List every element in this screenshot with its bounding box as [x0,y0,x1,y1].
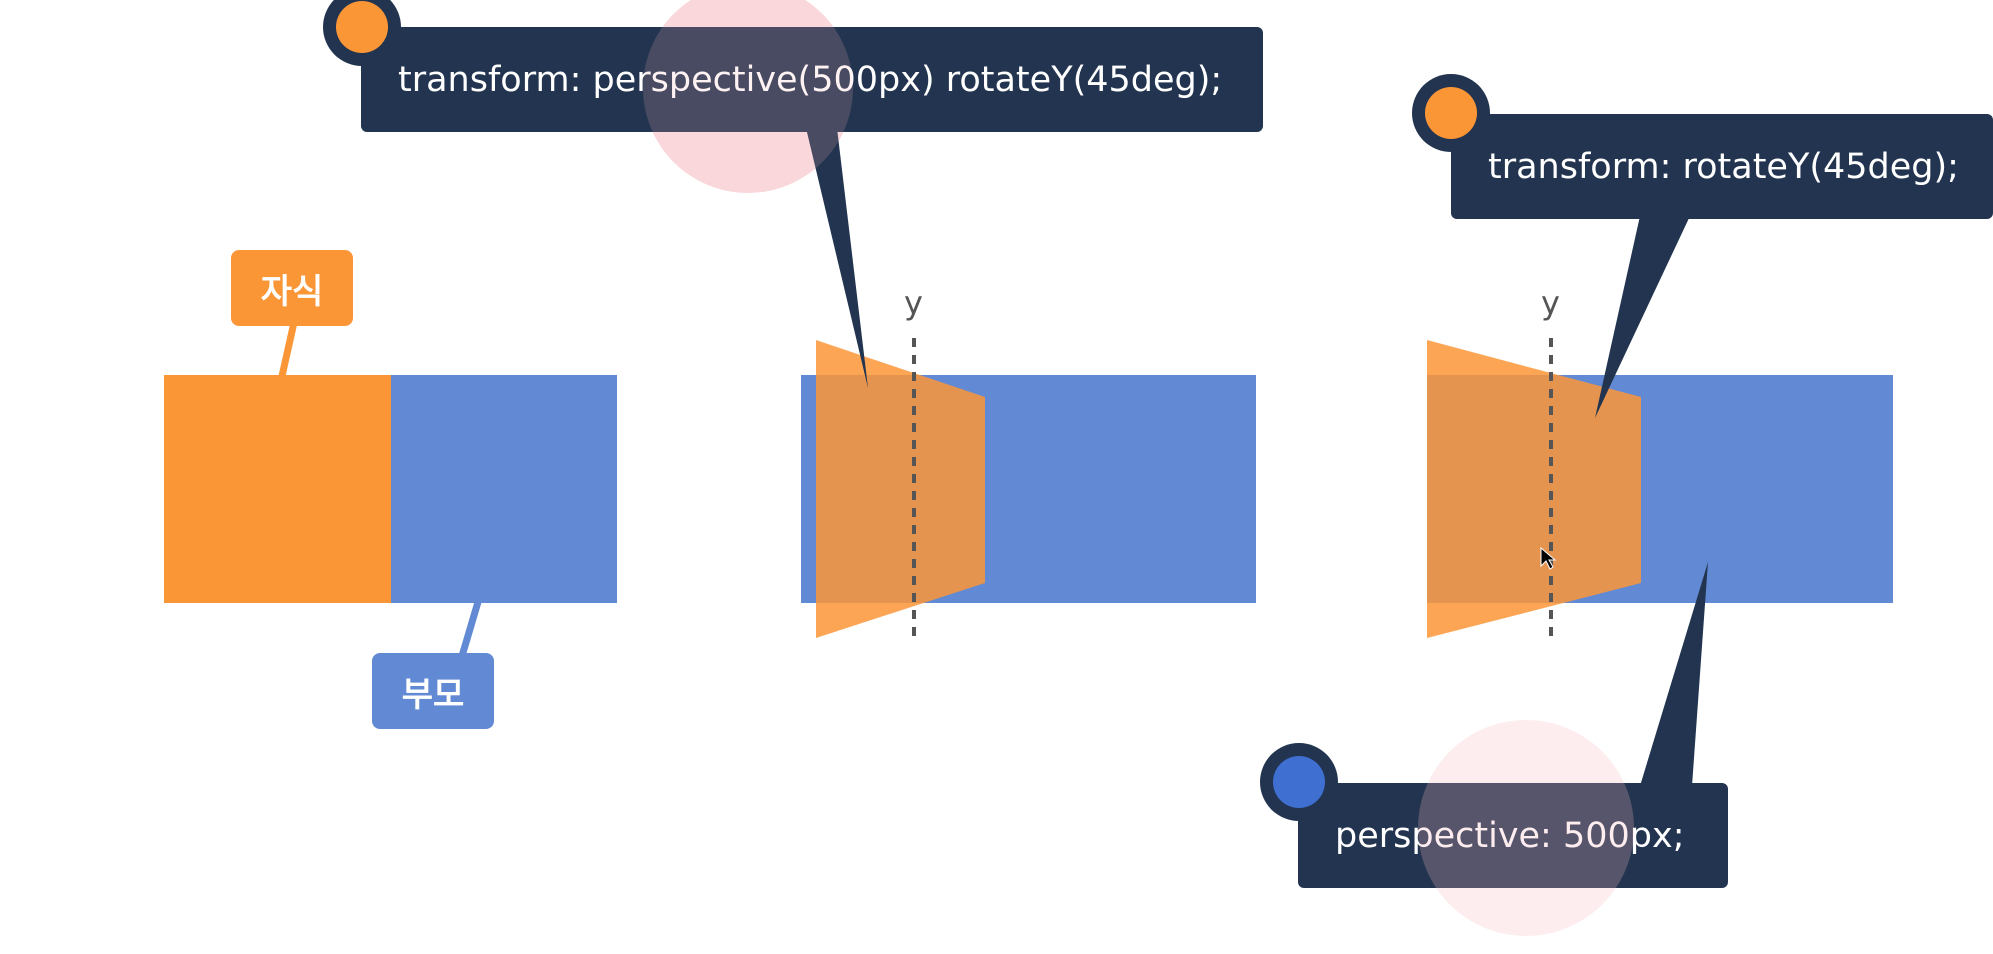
callout-dot-top [323,0,401,66]
callout-transform-perspective-text: transform: perspective(500px) rotateY(45… [398,59,1223,100]
y-axis-label-middle: y [904,284,923,322]
child-rotated-right [1427,340,1641,638]
callout-transform-rotate: transform: rotateY(45deg); [1451,114,1993,219]
pointer-bottom-callout [1640,562,1708,786]
blue-dot-icon [1273,756,1325,808]
parent-connector [458,601,482,657]
child-box-left [164,375,391,603]
y-axis-label-right: y [1541,284,1560,322]
child-label: 자식 [231,250,353,326]
callout-transform-perspective: transform: perspective(500px) rotateY(45… [361,27,1263,132]
orange-dot-icon [336,1,388,53]
callout-dot-right [1412,74,1490,152]
highlight-circle-bottom [1418,720,1634,936]
callout-perspective: perspective: 500px; [1298,783,1728,888]
pointer-right-callout [1595,216,1690,418]
pointer-top-callout [806,128,868,388]
highlight-circle-top-front [643,0,853,193]
orange-dot-icon [1425,87,1477,139]
callout-dot-bottom [1260,743,1338,821]
callout-perspective-text: perspective: 500px; [1335,815,1685,856]
child-connector [278,317,299,377]
parent-label: 부모 [372,653,494,729]
child-rotated-middle [816,340,985,638]
callout-transform-rotate-text: transform: rotateY(45deg); [1488,146,1959,187]
